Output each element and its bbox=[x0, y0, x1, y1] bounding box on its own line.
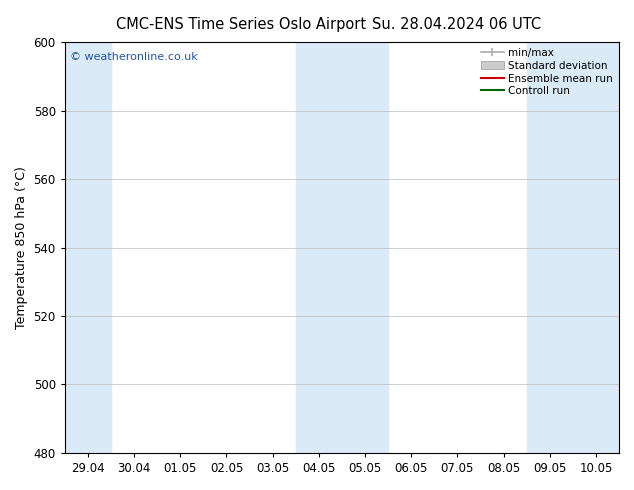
Text: Su. 28.04.2024 06 UTC: Su. 28.04.2024 06 UTC bbox=[372, 17, 541, 32]
Bar bbox=[65, 42, 111, 453]
Text: © weatheronline.co.uk: © weatheronline.co.uk bbox=[70, 52, 198, 62]
Text: CMC-ENS Time Series Oslo Airport: CMC-ENS Time Series Oslo Airport bbox=[116, 17, 366, 32]
Legend: min/max, Standard deviation, Ensemble mean run, Controll run: min/max, Standard deviation, Ensemble me… bbox=[478, 45, 616, 99]
Y-axis label: Temperature 850 hPa (°C): Temperature 850 hPa (°C) bbox=[15, 166, 28, 329]
Bar bbox=[527, 42, 573, 453]
Bar bbox=[342, 42, 388, 453]
Bar bbox=[573, 42, 619, 453]
Bar bbox=[295, 42, 342, 453]
